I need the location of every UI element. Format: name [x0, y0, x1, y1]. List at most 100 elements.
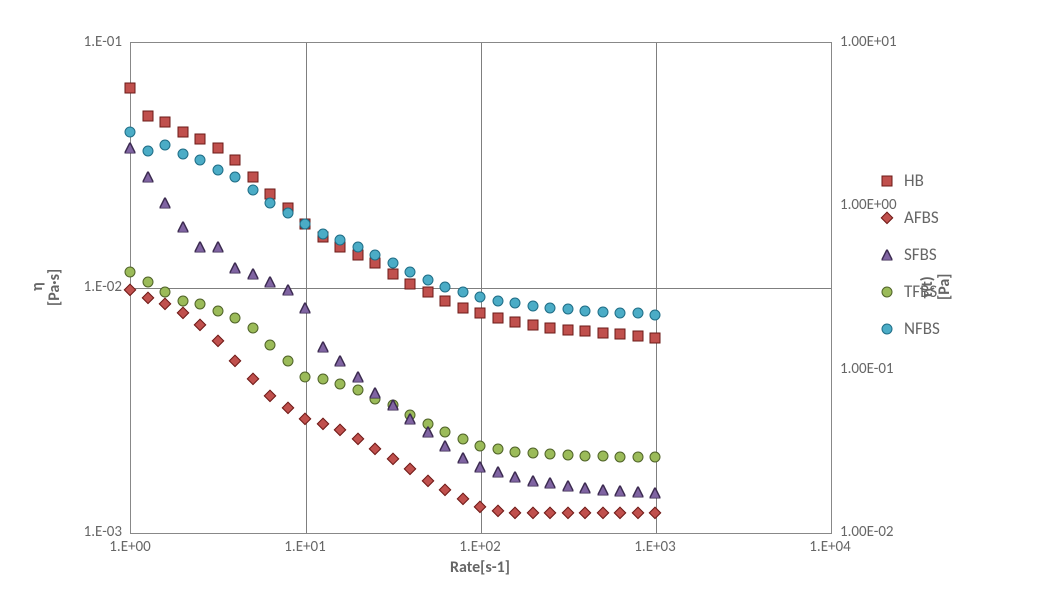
- data-point-sfbs: [650, 488, 661, 499]
- data-point-hb: [440, 295, 451, 306]
- data-point-nfbs: [650, 309, 661, 320]
- data-point-tfbs: [597, 451, 608, 462]
- data-point-tfbs: [458, 433, 469, 444]
- data-point-sfbs: [475, 461, 486, 472]
- data-point-afbs: [161, 300, 170, 309]
- data-point-sfbs: [458, 453, 469, 464]
- data-point-afbs: [125, 286, 134, 295]
- data-point-hb: [142, 110, 153, 121]
- y2-tick-label: 1.00E-02: [840, 523, 894, 541]
- data-point-afbs: [581, 508, 590, 517]
- data-point-afbs: [475, 503, 484, 512]
- data-point-nfbs: [405, 267, 416, 278]
- data-point-sfbs: [212, 242, 223, 253]
- legend-marker: [880, 248, 894, 262]
- data-point-afbs: [178, 309, 187, 318]
- data-point-hb: [545, 323, 556, 334]
- data-point-afbs: [283, 404, 292, 413]
- data-point-sfbs: [265, 276, 276, 287]
- data-point-nfbs: [580, 305, 591, 316]
- data-point-afbs: [248, 375, 257, 384]
- data-point-afbs: [336, 426, 345, 435]
- data-point-tfbs: [177, 295, 188, 306]
- x-axis-title: Rate[s-1]: [420, 560, 540, 577]
- data-point-afbs: [388, 455, 397, 464]
- data-point-tfbs: [475, 440, 486, 451]
- data-point-tfbs: [527, 448, 538, 459]
- y1-axis-title: η[Pa·s]: [30, 247, 64, 327]
- data-point-afbs: [598, 508, 607, 517]
- y2-tick-label: 1.00E+00: [840, 196, 897, 214]
- data-point-nfbs: [142, 145, 153, 156]
- data-point-afbs: [143, 294, 152, 303]
- data-point-afbs: [318, 420, 327, 429]
- data-point-tfbs: [615, 451, 626, 462]
- data-point-tfbs: [265, 339, 276, 350]
- data-point-nfbs: [633, 308, 644, 319]
- data-point-tfbs: [317, 374, 328, 385]
- data-point-afbs: [213, 337, 222, 346]
- data-point-hb: [230, 154, 241, 165]
- data-point-sfbs: [370, 387, 381, 398]
- data-point-sfbs: [335, 355, 346, 366]
- data-point-sfbs: [405, 413, 416, 424]
- data-point-afbs: [406, 465, 415, 474]
- data-point-nfbs: [352, 242, 363, 253]
- data-point-hb: [125, 82, 136, 93]
- data-point-hb: [177, 126, 188, 137]
- data-point-tfbs: [212, 305, 223, 316]
- data-point-tfbs: [352, 384, 363, 395]
- data-point-tfbs: [125, 267, 136, 278]
- data-point-nfbs: [387, 258, 398, 269]
- data-point-nfbs: [335, 235, 346, 246]
- legend-item-sfbs: SFBS: [880, 244, 940, 265]
- data-point-sfbs: [562, 481, 573, 492]
- data-point-nfbs: [160, 139, 171, 150]
- data-point-sfbs: [510, 471, 521, 482]
- data-point-tfbs: [633, 451, 644, 462]
- data-point-sfbs: [317, 341, 328, 352]
- data-point-nfbs: [247, 184, 258, 195]
- data-point-sfbs: [597, 484, 608, 495]
- data-point-hb: [405, 278, 416, 289]
- data-point-nfbs: [230, 172, 241, 183]
- data-point-afbs: [633, 508, 642, 517]
- x-tick-label: 1.E+03: [634, 538, 675, 556]
- data-point-sfbs: [633, 487, 644, 498]
- legend-marker: [880, 285, 894, 299]
- data-point-nfbs: [265, 198, 276, 209]
- data-point-afbs: [423, 476, 432, 485]
- data-point-sfbs: [492, 467, 503, 478]
- data-point-afbs: [371, 444, 380, 453]
- data-point-nfbs: [370, 250, 381, 261]
- data-point-afbs: [196, 320, 205, 329]
- data-point-sfbs: [160, 198, 171, 209]
- data-point-sfbs: [300, 303, 311, 314]
- data-point-nfbs: [283, 208, 294, 219]
- data-point-sfbs: [545, 478, 556, 489]
- y1-tick-label: 1.E-01: [84, 33, 122, 51]
- data-point-sfbs: [440, 440, 451, 451]
- data-point-tfbs: [300, 371, 311, 382]
- y1-tick-label: 1.E-03: [84, 523, 122, 541]
- data-point-tfbs: [160, 287, 171, 298]
- data-point-nfbs: [545, 303, 556, 314]
- data-point-afbs: [493, 506, 502, 515]
- data-point-nfbs: [597, 307, 608, 318]
- data-point-afbs: [353, 434, 362, 443]
- data-point-sfbs: [195, 242, 206, 253]
- data-point-nfbs: [212, 165, 223, 176]
- data-point-nfbs: [492, 295, 503, 306]
- data-point-sfbs: [527, 475, 538, 486]
- data-point-hb: [580, 326, 591, 337]
- data-point-sfbs: [283, 285, 294, 296]
- legend-label: HB: [904, 170, 924, 191]
- data-point-hb: [650, 332, 661, 343]
- legend-label: AFBS: [904, 207, 939, 228]
- data-point-tfbs: [195, 299, 206, 310]
- legend-label: TFBS: [904, 281, 937, 302]
- data-point-nfbs: [177, 148, 188, 159]
- data-point-nfbs: [300, 219, 311, 230]
- x-tick-label: 1.E+02: [459, 538, 500, 556]
- data-point-afbs: [563, 508, 572, 517]
